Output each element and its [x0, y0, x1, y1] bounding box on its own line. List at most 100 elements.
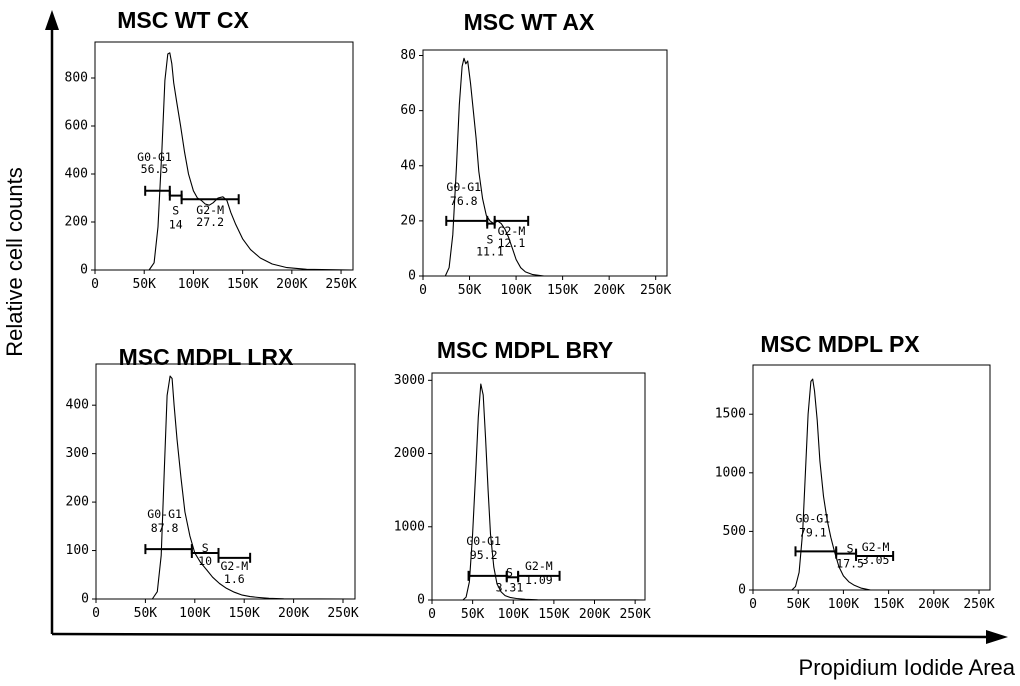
- y-tick-label: 2000: [394, 446, 425, 461]
- gate-name-label: G2-M: [498, 224, 526, 238]
- histogram-panel: MSC MDPL PX 0 500 1000 1500 0 50K 100K 150K 200K 2…: [715, 331, 995, 612]
- gate-value-label: 56.5: [141, 162, 169, 176]
- x-tick-label: 200K: [278, 606, 309, 621]
- x-tick-label: 100K: [498, 607, 529, 622]
- x-tick-label: 250K: [619, 607, 650, 622]
- x-tick-label: 0: [749, 597, 757, 612]
- gate-value-label: 87.8: [151, 521, 179, 535]
- y-tick-label: 40: [400, 158, 416, 173]
- panel-title: MSC WT CX: [117, 7, 249, 33]
- y-tick-label: 500: [723, 524, 746, 539]
- y-tick-label: 600: [65, 119, 88, 134]
- y-tick-label: 0: [417, 593, 425, 608]
- gate-value-label: 27.2: [196, 215, 224, 229]
- y-tick-label: 0: [80, 263, 88, 278]
- gate-value-label: 79.1: [799, 525, 827, 539]
- x-tick-label: 0: [419, 283, 427, 298]
- gate-name-label: G2-M: [196, 203, 224, 217]
- x-tick-label: 150K: [538, 607, 569, 622]
- x-axis-arrow-line: [51, 632, 991, 639]
- shared-axes: Propidium Iodide Area Relative cell coun…: [2, 10, 1016, 680]
- y-tick-label: 0: [81, 592, 89, 607]
- gate-g2-m: G2-M1.6: [217, 552, 252, 586]
- x-axis-title: Propidium Iodide Area: [799, 655, 1016, 680]
- gate-name-label: G2-M: [525, 559, 553, 573]
- histogram-curve: [753, 378, 990, 591]
- x-tick-label: 100K: [179, 606, 210, 621]
- gate-name-label: G0-G1: [147, 507, 182, 521]
- y-tick-label: 400: [65, 167, 88, 182]
- panel-title: MSC MDPL BRY: [437, 337, 613, 363]
- plot-frame: [95, 363, 356, 600]
- x-tick-label: 150K: [227, 277, 258, 292]
- gate-g2-m: G2-M1.09: [517, 559, 561, 587]
- x-tick-label: 250K: [327, 606, 358, 621]
- x-tick-label: 150K: [873, 597, 904, 612]
- gate-name-label: S: [172, 204, 179, 218]
- x-tick-label: 150K: [547, 283, 578, 298]
- gate-name-label: G0-G1: [466, 534, 501, 548]
- panel-title: MSC MDPL LRX: [119, 344, 294, 370]
- y-tick-label: 300: [66, 446, 89, 461]
- y-tick-label: 200: [65, 215, 88, 230]
- x-tick-label: 150K: [229, 606, 260, 621]
- y-tick-label: 800: [65, 71, 88, 86]
- y-tick-label: 3000: [394, 373, 425, 388]
- gate-value-label: 76.8: [450, 194, 478, 208]
- y-tick-label: 0: [738, 583, 746, 598]
- y-tick-label: 0: [408, 269, 416, 284]
- x-tick-label: 200K: [918, 597, 949, 612]
- gate-s: S3.31: [496, 565, 524, 594]
- x-tick-label: 0: [91, 277, 99, 292]
- gate-value-label: 1.6: [224, 572, 245, 586]
- x-tick-label: 100K: [500, 283, 531, 298]
- y-axis-title: Relative cell counts: [2, 167, 27, 357]
- histogram-curve: [423, 57, 667, 277]
- gate-value-label: 12.1: [498, 236, 526, 250]
- gate-name-label: S: [486, 233, 493, 247]
- histogram-panel: MSC WT CX 0 200 400 600 800 0 50K 100K 150K 200K 25…: [65, 7, 357, 292]
- gate-value-label: 3.31: [496, 580, 524, 594]
- y-tick-label: 200: [66, 495, 89, 510]
- y-tick-label: 80: [400, 48, 416, 63]
- gate-value-label: 3.05: [862, 553, 890, 567]
- gate-g2-m: G2-M3.05: [855, 540, 895, 567]
- histogram-panel: MSC MDPL LRX 0 100 200 300 400 0 50K 100K 150K 200…: [66, 344, 359, 621]
- y-tick-label: 60: [400, 103, 416, 118]
- x-tick-label: 50K: [461, 607, 485, 622]
- y-axis-arrow-head-icon: [45, 10, 59, 30]
- histogram-panel: MSC MDPL BRY 0 1000 2000 3000 0 50K 100K 150K 200…: [394, 337, 651, 622]
- x-tick-label: 200K: [594, 283, 625, 298]
- gate-value-label: 1.09: [525, 573, 553, 587]
- gate-value-label: 14: [169, 218, 183, 232]
- gate-name-label: G2-M: [220, 559, 248, 573]
- gate-name-label: S: [506, 565, 513, 579]
- plot-frame: [422, 49, 668, 277]
- y-tick-label: 1000: [394, 519, 425, 534]
- gate-name-label: G0-G1: [137, 150, 172, 164]
- x-tick-label: 250K: [963, 597, 994, 612]
- y-tick-label: 1500: [715, 407, 746, 422]
- gate-value-label: 17.5: [836, 557, 864, 571]
- gate-value-label: 95.2: [470, 548, 498, 562]
- gate-g2-m: G2-M12.1: [493, 215, 530, 250]
- histogram-curve: [95, 52, 354, 271]
- x-tick-label: 100K: [178, 277, 209, 292]
- gate-name-label: G0-G1: [796, 511, 831, 525]
- gate-g2-m: G2-M27.2: [180, 194, 240, 229]
- panel-title: MSC WT AX: [464, 9, 595, 35]
- y-tick-label: 400: [66, 398, 89, 413]
- x-tick-label: 200K: [276, 277, 307, 292]
- histogram-curve: [432, 383, 646, 601]
- panel-title: MSC MDPL PX: [760, 331, 920, 357]
- x-tick-label: 0: [92, 606, 100, 621]
- gate-name-label: S: [202, 541, 209, 555]
- gate-name-label: G0-G1: [446, 180, 481, 194]
- x-tick-label: 200K: [579, 607, 610, 622]
- x-tick-label: 250K: [325, 277, 356, 292]
- x-tick-label: 100K: [828, 597, 859, 612]
